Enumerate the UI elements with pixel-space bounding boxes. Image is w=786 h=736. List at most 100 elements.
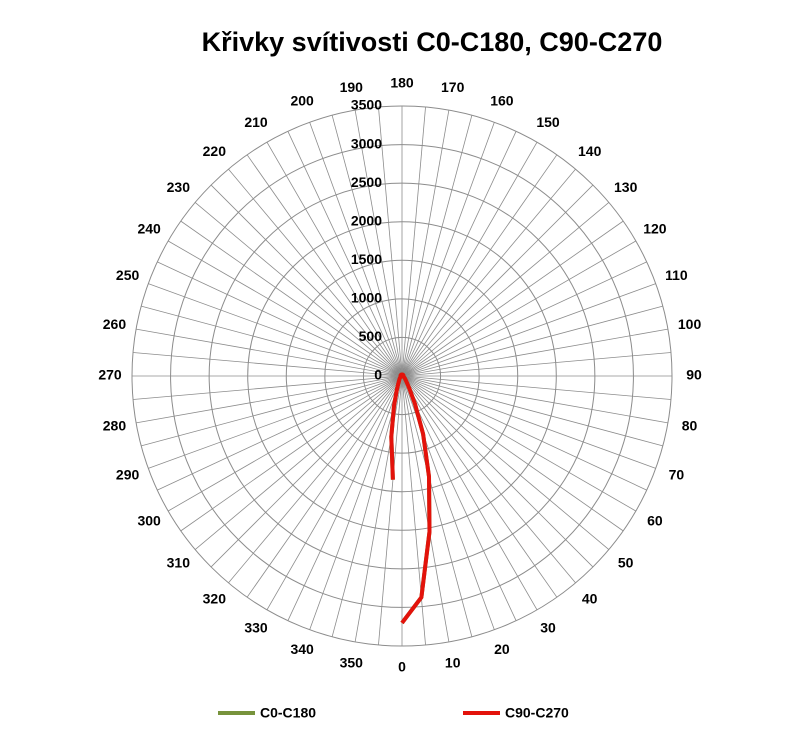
spoke bbox=[401, 375, 637, 512]
angle-tick-label: 340 bbox=[290, 641, 314, 657]
legend-label: C90-C270 bbox=[505, 705, 569, 721]
angle-tick-label: 150 bbox=[536, 114, 560, 130]
angle-tick-label: 190 bbox=[340, 79, 364, 95]
r-tick-label: 2500 bbox=[351, 174, 382, 190]
angle-tick-label: 270 bbox=[98, 367, 122, 383]
spoke bbox=[401, 375, 517, 621]
angle-tick-label: 90 bbox=[686, 367, 702, 383]
angle-tick-label: 50 bbox=[618, 554, 634, 570]
spoke bbox=[401, 375, 594, 568]
angle-tick-label: 80 bbox=[682, 417, 698, 433]
spoke bbox=[266, 375, 403, 611]
spoke bbox=[401, 141, 538, 377]
angle-tick-label: 140 bbox=[578, 143, 602, 159]
r-tick-label: 3500 bbox=[351, 97, 382, 113]
spoke bbox=[401, 375, 624, 532]
spoke bbox=[354, 110, 403, 377]
spoke bbox=[401, 375, 656, 469]
spoke bbox=[148, 375, 403, 469]
spoke bbox=[246, 375, 403, 598]
spoke bbox=[401, 122, 495, 377]
spoke bbox=[401, 375, 663, 447]
spoke bbox=[401, 375, 473, 637]
spoke bbox=[228, 375, 403, 584]
r-tick-label: 1500 bbox=[351, 251, 382, 267]
spoke bbox=[401, 375, 576, 584]
angle-tick-label: 160 bbox=[490, 92, 514, 108]
spoke bbox=[401, 240, 637, 377]
spoke bbox=[401, 375, 538, 611]
spoke bbox=[378, 106, 403, 377]
spoke bbox=[136, 375, 403, 424]
spoke bbox=[401, 352, 672, 377]
series-line bbox=[389, 372, 432, 625]
spoke bbox=[401, 375, 610, 550]
spoke bbox=[148, 283, 403, 377]
angle-tick-label: 200 bbox=[290, 92, 314, 108]
spoke bbox=[401, 220, 624, 377]
angle-tick-label: 310 bbox=[167, 554, 191, 570]
spoke bbox=[401, 375, 558, 598]
angle-tick-label: 180 bbox=[390, 75, 414, 91]
spoke bbox=[309, 122, 403, 377]
r-tick-label: 0 bbox=[374, 367, 382, 383]
grid-ring bbox=[324, 298, 480, 454]
angle-tick-label: 70 bbox=[669, 467, 685, 483]
spoke bbox=[401, 168, 576, 377]
spoke bbox=[132, 375, 403, 400]
spoke bbox=[136, 328, 403, 377]
angle-tick-label: 100 bbox=[678, 316, 702, 332]
r-tick-label: 500 bbox=[359, 328, 383, 344]
angle-tick-label: 20 bbox=[494, 641, 510, 657]
spoke bbox=[401, 305, 663, 377]
spoke bbox=[132, 352, 403, 377]
angle-tick-label: 300 bbox=[137, 513, 161, 529]
spoke bbox=[401, 154, 558, 377]
grid-ring bbox=[131, 105, 673, 647]
spoke bbox=[194, 375, 403, 550]
angle-tick-label: 220 bbox=[203, 143, 227, 159]
angle-tick-label: 10 bbox=[445, 654, 461, 670]
spoke bbox=[401, 261, 647, 377]
angle-tick-label: 30 bbox=[540, 620, 556, 636]
angle-tick-label: 60 bbox=[647, 513, 663, 529]
angle-tick-label: 350 bbox=[340, 654, 364, 670]
spoke bbox=[266, 141, 403, 377]
angle-tick-label: 250 bbox=[116, 267, 140, 283]
spoke bbox=[210, 375, 403, 568]
spoke bbox=[401, 202, 610, 377]
angle-tick-label: 170 bbox=[441, 79, 465, 95]
angle-tick-label: 290 bbox=[116, 467, 140, 483]
spoke bbox=[157, 261, 403, 377]
spoke bbox=[401, 375, 668, 424]
spoke bbox=[378, 375, 403, 646]
angle-tick-label: 40 bbox=[582, 590, 598, 606]
angle-tick-label: 240 bbox=[137, 221, 161, 237]
angle-tick-label: 260 bbox=[103, 316, 127, 332]
spoke bbox=[194, 202, 403, 377]
spoke bbox=[180, 375, 403, 532]
spoke bbox=[180, 220, 403, 377]
spoke bbox=[228, 168, 403, 377]
angle-tick-label: 0 bbox=[398, 659, 406, 675]
angle-tick-label: 120 bbox=[643, 221, 667, 237]
legend-label: C0-C180 bbox=[260, 705, 316, 721]
spoke bbox=[210, 184, 403, 377]
spoke bbox=[331, 375, 403, 637]
grid-ring bbox=[170, 144, 634, 608]
angle-tick-label: 230 bbox=[167, 179, 191, 195]
r-tick-label: 3000 bbox=[351, 135, 382, 151]
grid-ring bbox=[208, 182, 596, 570]
angle-tick-label: 330 bbox=[244, 620, 268, 636]
spoke bbox=[401, 184, 594, 377]
spoke bbox=[401, 283, 656, 377]
spoke bbox=[331, 115, 403, 377]
spoke bbox=[157, 375, 403, 491]
grid-ring bbox=[285, 259, 519, 493]
spoke bbox=[246, 154, 403, 377]
spoke bbox=[401, 375, 672, 400]
spoke bbox=[401, 115, 473, 377]
spoke bbox=[401, 328, 668, 377]
angle-tick-label: 210 bbox=[244, 114, 268, 130]
